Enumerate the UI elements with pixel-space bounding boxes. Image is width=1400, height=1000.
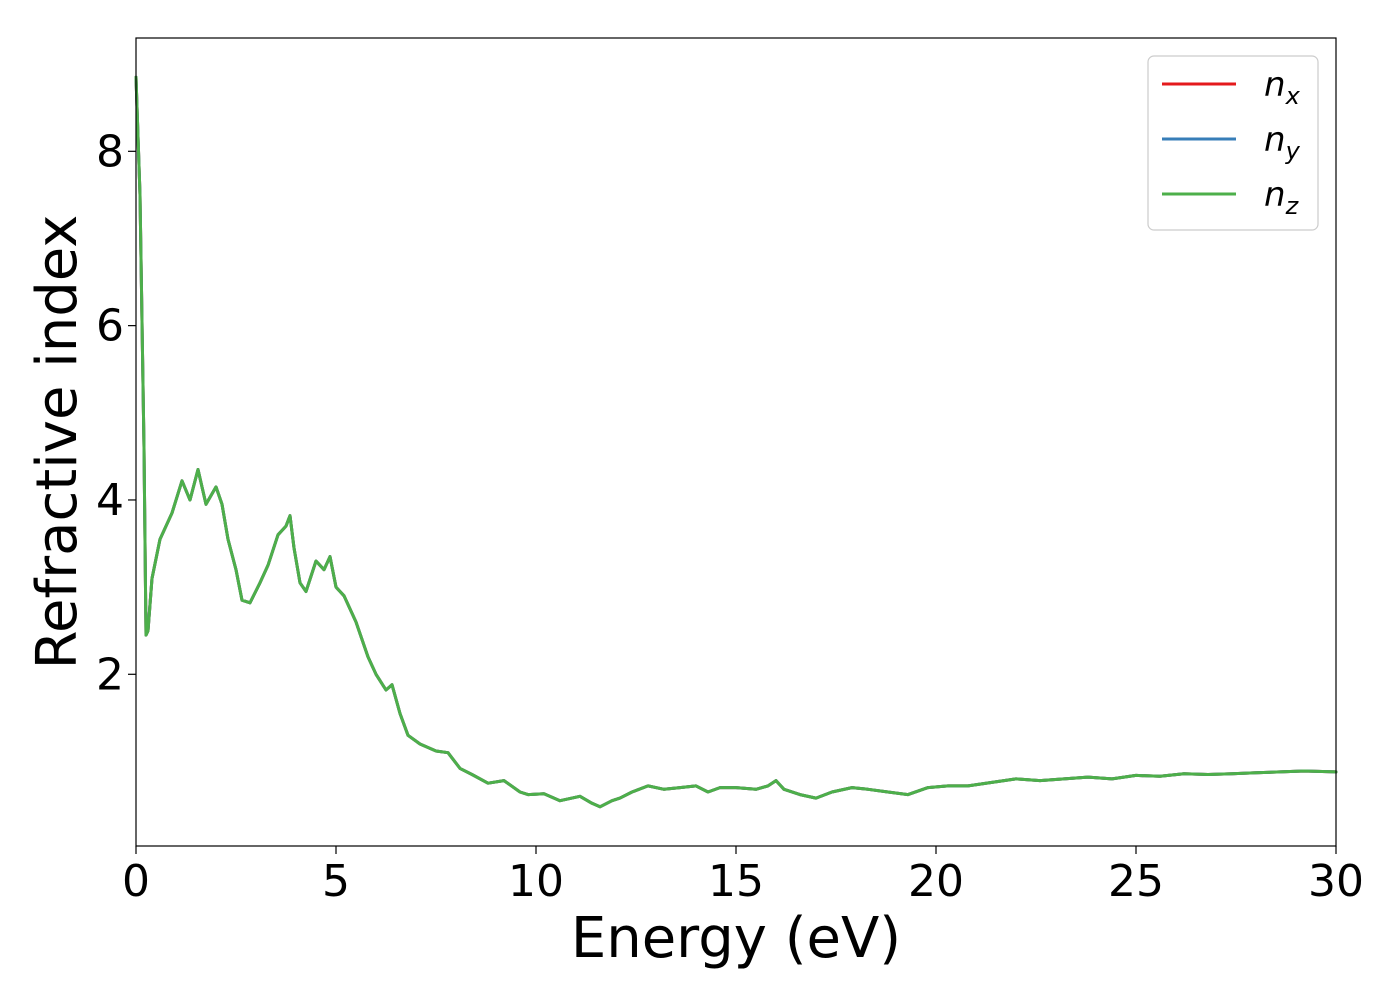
y-tick-label: 4 — [96, 475, 124, 526]
legend-label-z: nz — [1264, 175, 1300, 220]
legend-label-y: ny — [1264, 120, 1301, 165]
legend-label-x: nx — [1264, 65, 1301, 110]
x-tick-label: 15 — [708, 856, 764, 907]
x-tick-label: 25 — [1108, 856, 1164, 907]
y-tick-label: 6 — [96, 301, 124, 352]
x-tick-label: 0 — [122, 856, 150, 907]
x-axis-label: Energy (eV) — [571, 906, 901, 971]
y-axis: 2 4 6 8 — [96, 126, 136, 700]
plot-area — [134, 75, 1338, 809]
series-line-z — [134, 75, 1338, 809]
y-axis-label: Refractive index — [25, 215, 90, 670]
x-tick-label: 10 — [508, 856, 564, 907]
legend-box — [1147, 55, 1319, 231]
x-tick-label: 20 — [908, 856, 964, 907]
y-tick-label: 2 — [96, 649, 124, 700]
y-tick-label: 8 — [96, 126, 124, 177]
x-tick-label: 30 — [1308, 856, 1364, 907]
x-axis: 0 5 10 15 20 25 30 — [122, 846, 1364, 907]
x-tick-label: 5 — [322, 856, 350, 907]
legend: nx ny nz — [1147, 55, 1319, 231]
